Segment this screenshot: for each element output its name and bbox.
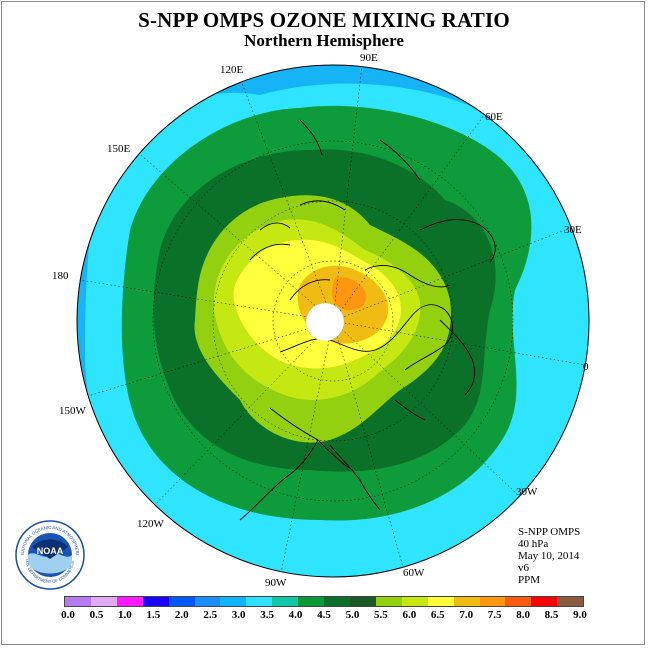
colorbar-tick-label: 2.0 (174, 609, 189, 621)
label-150w: 150W (59, 405, 87, 417)
colorbar-swatch (531, 597, 558, 606)
colorbar-tick-label: 6.5 (430, 609, 445, 621)
colorbar-tick-label: 0.0 (61, 609, 75, 621)
colorbar-tick-label: 6.0 (402, 609, 417, 621)
colorbar-swatch (65, 597, 91, 606)
graticule (77, 65, 586, 577)
colorbar-tick-label: 8.0 (516, 609, 530, 621)
longitude-labels: 90E 60E 30E 0 30W 60W 90W 120W 150W 180 … (52, 52, 589, 589)
map-title: S-NPP OMPS OZONE MIXING RATIO (138, 8, 510, 32)
colorbar-tick-label: 5.5 (374, 609, 388, 621)
colorbar-tick-label: 1.0 (118, 609, 132, 621)
colorbar-swatch (246, 597, 273, 606)
colorbar-tick-label: 7.0 (459, 609, 474, 621)
colorbar-swatch (142, 597, 169, 606)
colorbar-swatch (505, 597, 532, 606)
colorbar-swatch (220, 597, 247, 606)
label-120e: 120E (220, 64, 244, 76)
colorbar-swatch (168, 597, 195, 606)
hemisphere-outline (76, 64, 590, 578)
colorbar-swatch (557, 597, 584, 606)
label-60e: 60E (485, 111, 503, 123)
colorbar-swatch (298, 597, 325, 606)
colorbar-tick-label: 3.5 (260, 609, 274, 621)
label-90e: 90E (360, 52, 378, 64)
colorbar-swatch (479, 597, 506, 606)
colorbar-tick-label: 9.0 (573, 609, 587, 621)
colorbar-tick-label: 0.5 (89, 609, 104, 621)
colorbar-swatch (194, 597, 221, 606)
label-60w: 60W (403, 567, 425, 579)
colorbar-tick-label: 8.5 (544, 609, 559, 621)
colorbar-tick-label: 7.5 (487, 609, 502, 621)
info-level: 40 hPa (518, 538, 549, 550)
label-30w: 30W (516, 486, 538, 498)
label-150e: 150E (107, 143, 131, 155)
label-90w: 90W (265, 577, 287, 589)
colorbar-swatch (90, 597, 117, 606)
info-version: v6 (518, 562, 529, 574)
logo-text: NOAA (37, 546, 64, 556)
label-30e: 30E (564, 224, 582, 236)
polar-no-data-area (305, 302, 345, 342)
colorbar-tick-label: 4.5 (317, 609, 331, 621)
info-instrument: S-NPP OMPS (518, 526, 581, 538)
colorbar-tick-label: 4.0 (288, 609, 303, 621)
colorbar-tick-label: 2.5 (203, 609, 218, 621)
ozone-field (77, 65, 589, 577)
colorbar-swatch (324, 597, 350, 606)
colorbar-ticks: 0.0 0.5 1.0 1.5 2.0 2.5 3.0 3.5 4.0 4.5 5.0 5.5 6.0 6… (0, 609, 648, 623)
colorbar-swatch (401, 597, 428, 606)
colorbar-swatch (272, 597, 299, 606)
info-block: S-NPP OMPS 40 hPa May 10, 2014 v6 PPM (518, 526, 580, 586)
colorbar (64, 596, 584, 607)
label-180: 180 (52, 270, 69, 282)
colorbar-swatch (427, 597, 454, 606)
label-0: 0 (583, 361, 589, 373)
info-date: May 10, 2014 (518, 550, 580, 562)
colorbar-swatch (349, 597, 376, 606)
map-subtitle: Northern Hemisphere (244, 31, 404, 50)
noaa-logo: NATIONAL OCEANIC AND ATMOSPHERIC ADMINIS… (14, 519, 85, 590)
colorbar-tick-label: 5.0 (345, 609, 360, 621)
label-120w: 120W (137, 518, 165, 530)
colorbar-swatch (116, 597, 143, 606)
colorbar-swatch (453, 597, 480, 606)
info-units: PPM (518, 574, 541, 586)
band-7.5 (332, 277, 367, 311)
colorbar-tick-label: 3.0 (231, 609, 246, 621)
colorbar-swatch (375, 597, 402, 606)
colorbar-tick-label: 1.5 (146, 609, 161, 621)
